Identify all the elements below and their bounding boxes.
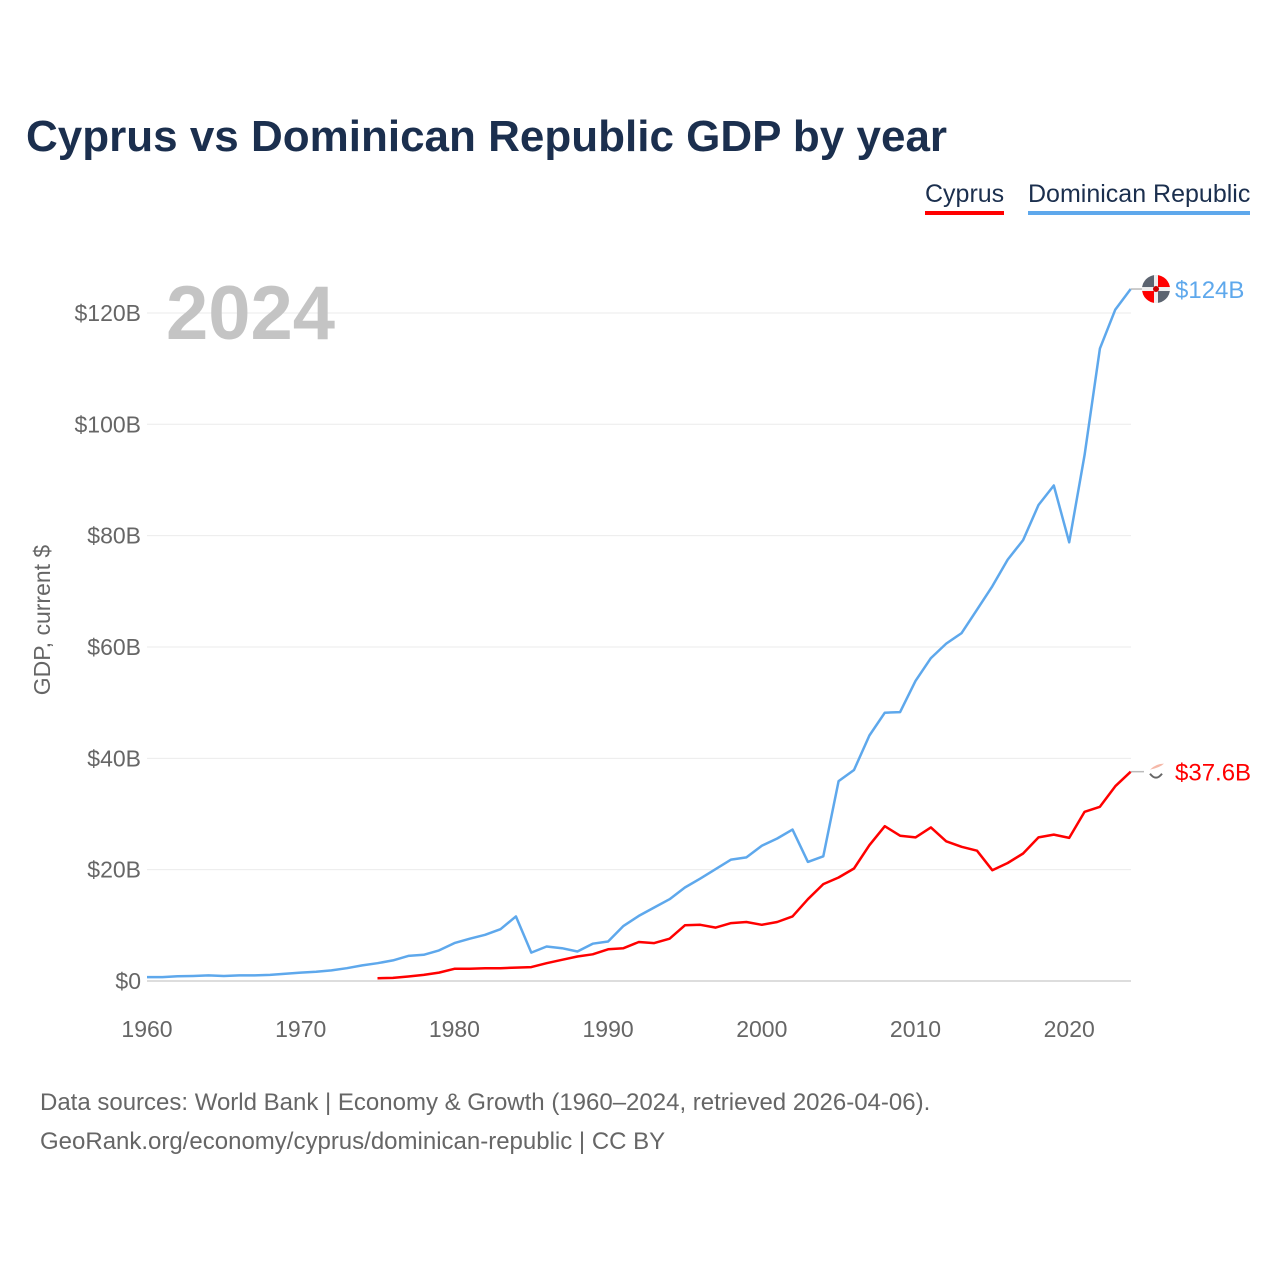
flag-quadrant [1156, 275, 1170, 290]
x-tick-label: 1990 [583, 1016, 634, 1042]
y-tick-label: $80B [87, 523, 141, 549]
flag-quadrant [1142, 289, 1156, 304]
series-line-cyprus [377, 770, 1132, 980]
year-label: 2024 [166, 271, 335, 356]
x-tick-label: 1980 [429, 1016, 480, 1042]
y-tick-label: $0 [115, 968, 141, 994]
data-sources: Data sources: World Bank | Economy & Gro… [40, 1089, 931, 1116]
flag-quadrant [1142, 275, 1156, 290]
y-axis-label: GDP, current $ [29, 545, 55, 696]
footer: Data sources: World Bank | Economy & Gro… [40, 1083, 930, 1161]
x-tick-label: 2020 [1044, 1016, 1095, 1042]
legend-dominican-republic[interactable]: Dominican Republic [1028, 180, 1251, 215]
x-tick-label: 1970 [275, 1016, 326, 1042]
end-value-label: $37.6B [1175, 760, 1251, 787]
y-tick-label: $60B [87, 634, 141, 660]
y-tick-label: $100B [74, 411, 141, 437]
flag-bg [1144, 759, 1168, 784]
chart-title: Cyprus vs Dominican Republic GDP by year [26, 112, 948, 161]
flag-olive [1149, 773, 1163, 779]
source-link[interactable]: GeoRank.org/economy/cyprus/dominican-rep… [40, 1128, 666, 1155]
x-tick-label: 1960 [121, 1016, 172, 1042]
x-tick-label: 2010 [890, 1016, 941, 1042]
flag-icon-cyprus [1144, 759, 1168, 784]
flag-map [1150, 763, 1164, 770]
y-tick-label: $120B [74, 300, 141, 326]
y-tick-label: $40B [87, 745, 141, 771]
flag-quadrant [1156, 289, 1170, 304]
flag-icon-dominican-republic [1142, 275, 1170, 304]
series-line-dominican-republic [147, 288, 1132, 979]
legend-cyprus[interactable]: Cyprus [925, 180, 1005, 215]
y-tick-label: $20B [87, 857, 141, 883]
end-value-label: $124B [1175, 277, 1244, 304]
x-tick-label: 2000 [736, 1016, 787, 1042]
flag-emblem [1153, 286, 1159, 293]
